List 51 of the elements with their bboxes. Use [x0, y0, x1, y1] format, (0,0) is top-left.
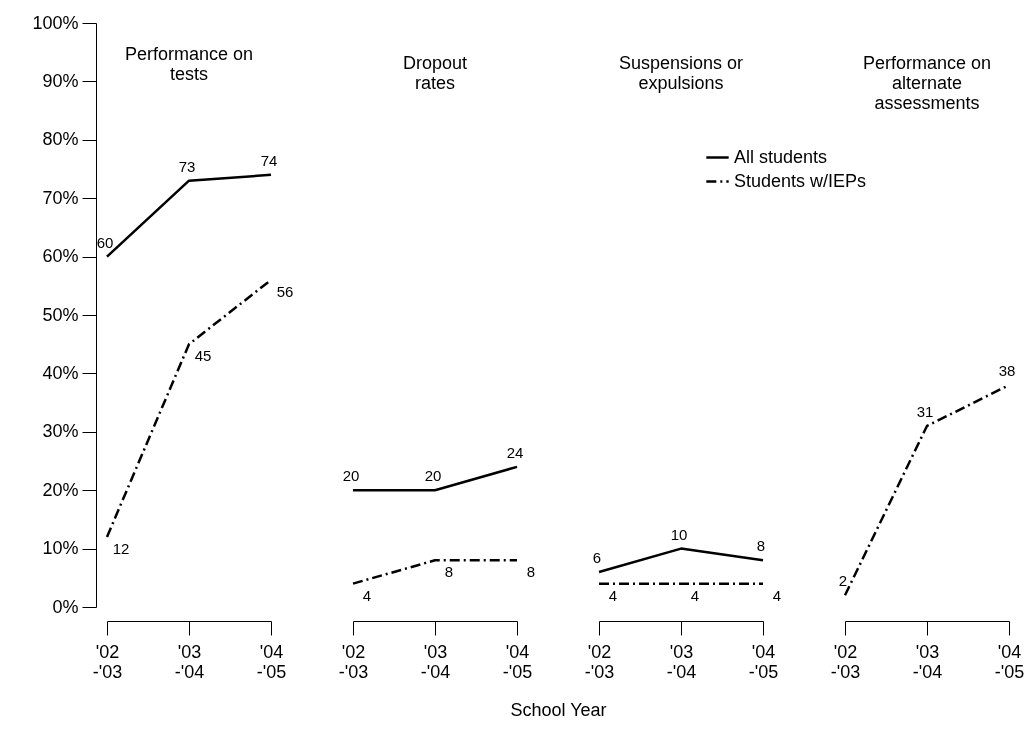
data-label: 8: [444, 563, 454, 581]
x-tick-label: '02 -'03: [338, 641, 369, 682]
x-tick-label: '02 -'03: [830, 641, 861, 682]
legend-label: Students w/IEPs: [734, 170, 867, 191]
data-label: 12: [112, 539, 130, 557]
x-tick-label: '02 -'03: [92, 641, 123, 682]
data-label: 73: [178, 157, 196, 175]
text: Dropout rates: [402, 53, 468, 93]
data-label: 20: [342, 467, 360, 485]
data-label: 2: [838, 572, 848, 590]
x-tick-label: '03 -'04: [420, 641, 451, 682]
y-tick-label: 100%: [32, 12, 79, 33]
y-tick-label: 50%: [42, 304, 79, 325]
data-label: 4: [608, 586, 618, 604]
data-label: 24: [506, 443, 524, 461]
data-label: 10: [670, 525, 688, 543]
x-tick-label: '04 -'05: [502, 641, 533, 682]
data-label: 45: [194, 347, 212, 365]
x-tick-label: '03 -'04: [912, 641, 943, 682]
data-label: 8: [526, 563, 536, 581]
x-axis-title: School Year: [510, 699, 607, 720]
data-label: 6: [592, 548, 602, 566]
y-tick-label: 0%: [52, 596, 79, 617]
data-label: 56: [276, 282, 294, 300]
y-tick-label: 60%: [42, 246, 79, 267]
legend-label: All students: [734, 146, 828, 167]
x-tick-label: '03 -'04: [666, 641, 697, 682]
y-tick-label: 80%: [42, 129, 79, 150]
data-label: 4: [772, 586, 782, 604]
y-tick-label: 40%: [42, 362, 79, 383]
x-tick-label: '04 -'05: [994, 641, 1025, 682]
text: Suspensions or expulsions: [618, 53, 744, 93]
data-label: 8: [756, 537, 766, 555]
text: Performance on tests: [124, 44, 254, 84]
data-label: 60: [96, 233, 114, 251]
x-tick-label: '02 -'03: [584, 641, 615, 682]
data-label: 74: [260, 151, 278, 169]
x-tick-label: '04 -'05: [748, 641, 779, 682]
y-tick-label: 30%: [42, 421, 79, 442]
data-label: 31: [916, 402, 934, 420]
y-tick-label: 20%: [42, 479, 79, 500]
data-label: 38: [998, 362, 1016, 380]
x-tick-label: '03 -'04: [174, 641, 205, 682]
y-tick-label: 10%: [42, 538, 79, 559]
text: Performance on alternate assessments: [862, 53, 992, 113]
y-tick-label: 90%: [42, 70, 79, 91]
y-tick-label: 70%: [42, 187, 79, 208]
data-label: 4: [362, 586, 372, 604]
data-label: 4: [690, 586, 700, 604]
data-label: 20: [424, 467, 442, 485]
x-tick-label: '04 -'05: [256, 641, 287, 682]
